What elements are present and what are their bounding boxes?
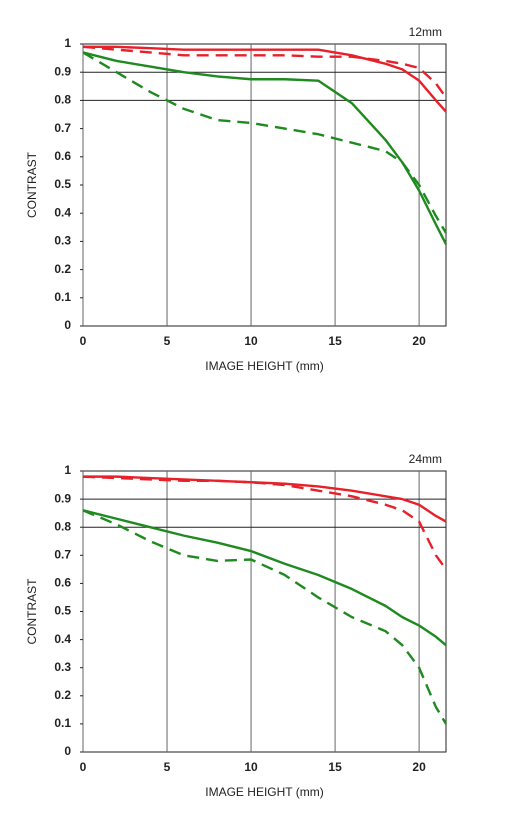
y-tick-label: 0.3 <box>54 234 71 248</box>
y-tick-label: 1 <box>64 463 71 477</box>
x-tick-label: 10 <box>244 334 258 348</box>
y-tick-label: 0.2 <box>54 688 71 702</box>
x-axis-label: IMAGE HEIGHT (mm) <box>205 785 323 799</box>
mtf-curve <box>82 51 448 245</box>
x-tick-label: 0 <box>80 334 87 348</box>
y-tick-label: 0.4 <box>54 205 71 219</box>
y-tick-label: 0 <box>64 744 71 758</box>
y-tick-label: 1 <box>64 36 71 50</box>
x-axis-label: IMAGE HEIGHT (mm) <box>205 359 323 373</box>
y-tick-label: 0 <box>64 318 71 332</box>
mtf-curve <box>82 51 448 234</box>
x-tick-label: 20 <box>412 334 426 348</box>
chart-title: 24mm <box>409 452 442 466</box>
y-tick-label: 0.6 <box>54 576 71 590</box>
y-tick-label: 0.1 <box>54 716 71 730</box>
mtf-curve <box>82 509 448 725</box>
x-tick-label: 15 <box>328 334 342 348</box>
y-axis-label: CONTRAST <box>25 151 39 218</box>
y-tick-label: 0.1 <box>54 290 71 304</box>
x-tick-label: 10 <box>244 760 258 774</box>
y-tick-label: 0.9 <box>54 64 71 78</box>
x-tick-label: 5 <box>164 334 171 348</box>
x-tick-label: 0 <box>80 760 87 774</box>
mtf-curve <box>83 45 447 113</box>
y-tick-label: 0.4 <box>54 632 71 646</box>
y-tick-label: 0.2 <box>54 262 71 276</box>
y-axis-label: CONTRAST <box>25 578 39 645</box>
chart-title: 12mm <box>409 25 442 39</box>
plot-area <box>82 470 447 753</box>
y-tick-label: 0.5 <box>54 604 71 618</box>
y-tick-label: 0.6 <box>54 149 71 163</box>
x-tick-label: 5 <box>164 760 171 774</box>
y-tick-label: 0.8 <box>54 519 71 533</box>
mtf-curve <box>82 509 447 647</box>
y-tick-label: 0.5 <box>54 177 71 191</box>
plot-area <box>82 43 447 327</box>
y-tick-label: 0.9 <box>54 491 71 505</box>
x-tick-label: 15 <box>328 760 342 774</box>
mtf-curve <box>83 475 447 523</box>
mtf-curve <box>82 475 447 571</box>
y-tick-label: 0.7 <box>54 121 71 135</box>
y-tick-label: 0.3 <box>54 660 71 674</box>
mtf-curve <box>82 45 447 99</box>
y-tick-label: 0.7 <box>54 547 71 561</box>
y-tick-label: 0.8 <box>54 93 71 107</box>
x-tick-label: 20 <box>412 760 426 774</box>
